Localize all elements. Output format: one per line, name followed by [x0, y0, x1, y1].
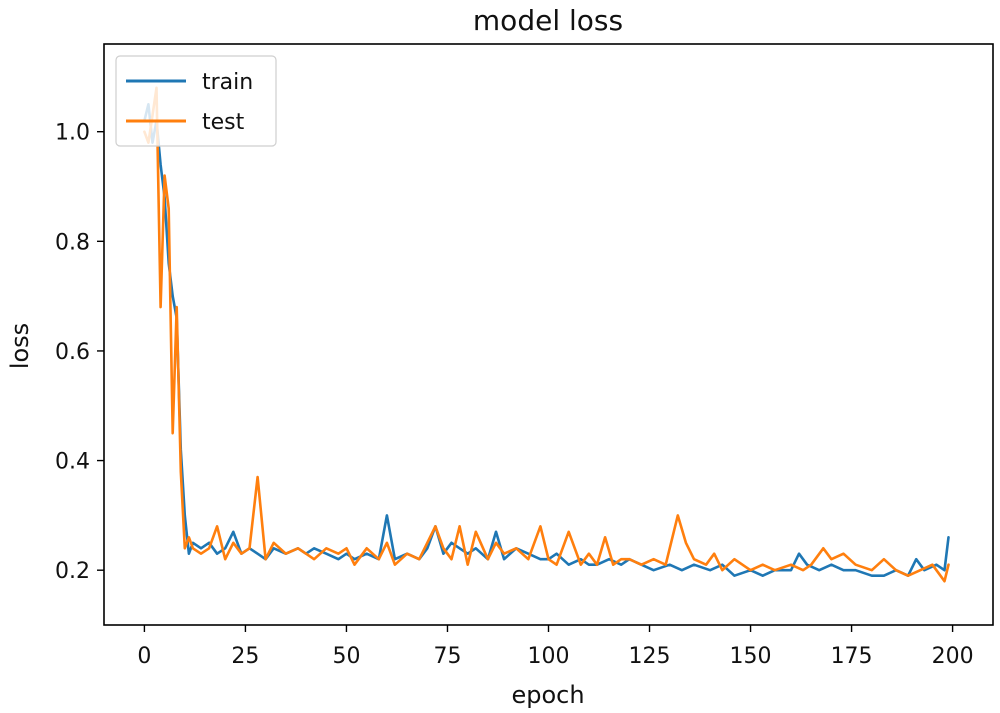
x-tick-label: 125	[629, 644, 671, 669]
legend-box	[115, 55, 277, 147]
series-line-test	[143, 86, 950, 583]
axis-ticks: 0 25 50 75 100 125 150 175 200 0.2 0.4 0.6 0.8 1.0	[55, 121, 974, 669]
y-tick-label: 0.4	[55, 450, 90, 475]
legend: train test	[115, 55, 277, 147]
legend-label-test: test	[202, 110, 245, 135]
series-line-train	[143, 103, 950, 578]
x-tick-label: 25	[231, 644, 259, 669]
legend-label-train: train	[202, 70, 253, 95]
y-tick-label: 0.6	[55, 340, 90, 365]
x-tick-label: 150	[730, 644, 772, 669]
chart-title: model loss	[473, 4, 623, 37]
x-tick-label: 0	[137, 644, 151, 669]
x-tick-label: 75	[433, 644, 461, 669]
x-tick-label: 50	[332, 644, 360, 669]
y-tick-label: 0.2	[55, 559, 90, 584]
y-tick-label: 1.0	[55, 121, 90, 146]
x-tick-label: 100	[528, 644, 570, 669]
x-tick-label: 200	[932, 644, 974, 669]
x-tick-label: 175	[831, 644, 873, 669]
y-tick-label: 0.8	[55, 230, 90, 255]
y-axis-title: loss	[6, 323, 34, 369]
series-lines	[143, 86, 950, 583]
x-axis-title: epoch	[511, 681, 584, 709]
